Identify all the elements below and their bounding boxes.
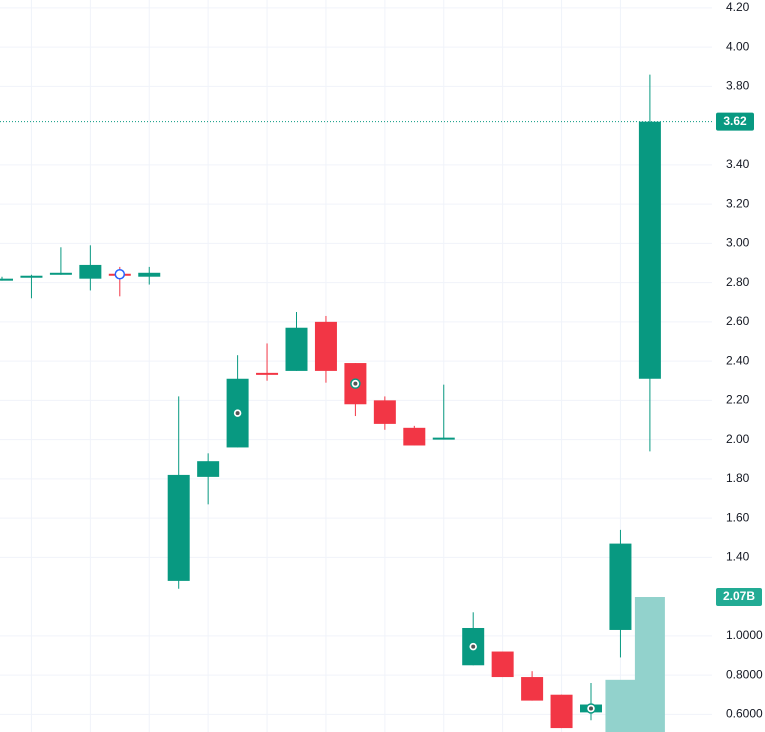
- candle-body: [0, 278, 13, 281]
- candle-body: [167, 474, 190, 581]
- y-tick-label: 1.0000: [726, 628, 763, 642]
- candle-body: [373, 400, 396, 424]
- last-price-box: [716, 112, 754, 131]
- y-tick-label: 2.40: [726, 353, 750, 367]
- event-marker-dot: [471, 644, 476, 649]
- candle-body: [49, 272, 72, 275]
- candle-body: [432, 437, 455, 440]
- y-tick-label: 4.00: [726, 39, 750, 53]
- y-tick-label: 1.60: [726, 510, 750, 524]
- candle-body: [491, 651, 514, 678]
- candle-body: [314, 321, 337, 371]
- event-marker-dot: [353, 381, 358, 386]
- y-tick-label: 3.20: [726, 196, 750, 210]
- candle-body: [256, 372, 279, 375]
- candle-body: [20, 275, 43, 278]
- volume-label: 2.07B: [723, 589, 755, 603]
- event-marker-dot: [589, 706, 593, 711]
- y-tick-label: 0.8000: [726, 667, 763, 681]
- y-tick-label: 3.00: [726, 236, 750, 250]
- candle-body: [197, 461, 220, 477]
- candle-body: [285, 327, 308, 371]
- volume-label-box: [716, 588, 762, 606]
- y-tick-label: 2.60: [726, 314, 750, 328]
- y-tick-label: 2.20: [726, 393, 750, 407]
- last-price-label: 3.62: [723, 114, 747, 128]
- y-tick-label: 3.40: [726, 157, 750, 171]
- y-tick-label: 1.40: [726, 550, 750, 564]
- y-tick-label: 3.80: [726, 79, 750, 93]
- y-tick-label: 2.80: [726, 275, 750, 289]
- candle-body: [403, 427, 426, 446]
- y-tick-label: 0.6000: [726, 707, 763, 721]
- candle-body: [79, 264, 102, 279]
- volume-bar: [634, 597, 665, 732]
- candle-body: [638, 121, 661, 379]
- y-tick-label: 4.20: [726, 0, 750, 14]
- volume-bar: [605, 679, 636, 732]
- event-marker-dot: [117, 272, 122, 277]
- y-tick-label: 2.00: [726, 432, 750, 446]
- candle-body: [609, 543, 632, 630]
- candle-body: [521, 677, 544, 701]
- event-marker-dot: [235, 411, 240, 416]
- candle-body: [550, 694, 573, 729]
- candle-body: [138, 272, 161, 277]
- y-tick-label: 1.80: [726, 471, 750, 485]
